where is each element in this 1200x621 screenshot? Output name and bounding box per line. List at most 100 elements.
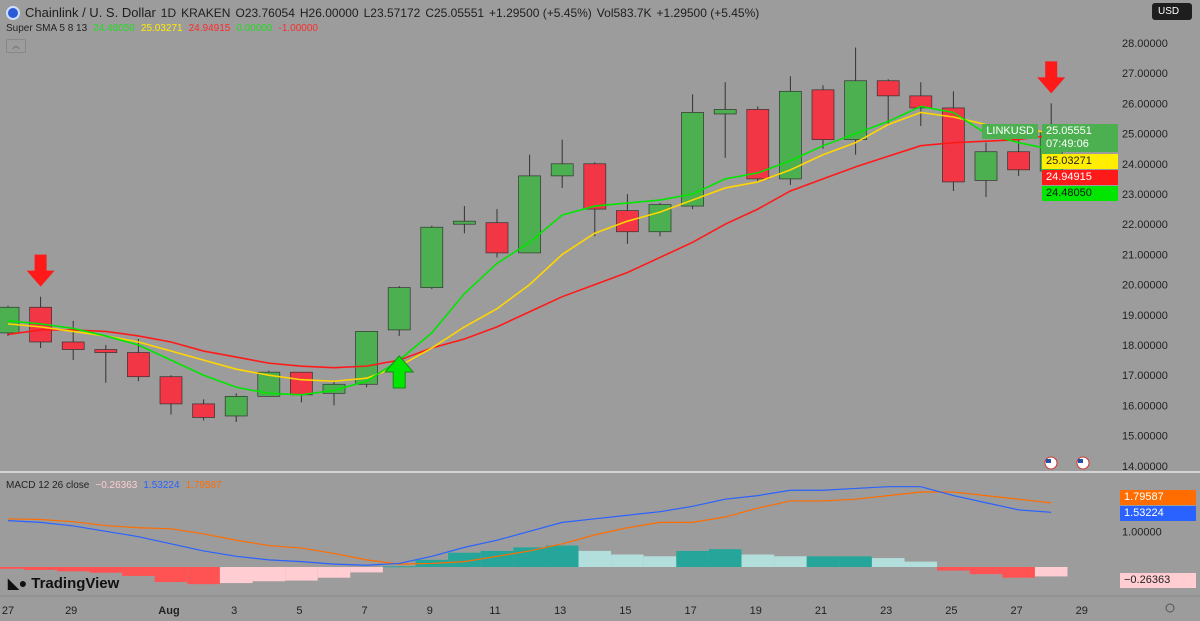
sma13-line	[7, 134, 1052, 369]
candle-body	[224, 395, 248, 417]
candle-body	[518, 175, 541, 254]
bar-countdown: 07:49:06	[1046, 138, 1089, 150]
symbol-name[interactable]: Chainlink / U. S. Dollar	[25, 5, 156, 20]
price-tick: 28.00000	[1122, 38, 1168, 50]
macd-histogram-bar	[904, 561, 938, 567]
price-tick: 15.00000	[1122, 431, 1168, 443]
candle	[224, 393, 248, 423]
us-flag-icon	[1076, 456, 1090, 470]
collapse-legend-button[interactable]: ︿	[6, 39, 26, 53]
date-tick: 7	[362, 605, 368, 617]
candle	[713, 82, 737, 158]
candle	[322, 381, 346, 406]
settings-gear-icon[interactable]	[1165, 603, 1175, 613]
sma5-tag: 24.48050	[1042, 186, 1118, 201]
candle-body	[94, 349, 118, 353]
candle-body	[355, 331, 378, 385]
sell-arrow-icon	[26, 254, 55, 287]
sma-legend[interactable]: Super SMA 5 8 13 24.48050 25.03271 24.94…	[6, 23, 318, 34]
macd-histogram-bar	[317, 567, 351, 578]
last-price-tag: 25.05551 07:49:06	[1042, 124, 1118, 152]
macd-histogram-bar	[154, 567, 188, 582]
date-tick: 15	[619, 605, 631, 617]
macd-legend[interactable]: MACD 12 26 close −0.26363 1.53224 1.7958…	[6, 480, 222, 491]
macd-tag: 1.53224	[1120, 506, 1196, 521]
candle-body	[485, 222, 509, 254]
candle-body	[713, 109, 737, 115]
macd-histogram-bar	[545, 545, 579, 567]
date-tick: 5	[296, 605, 302, 617]
price-tick: 22.00000	[1122, 219, 1168, 231]
tradingview-logo[interactable]: ◣● TradingView	[8, 575, 119, 592]
price-tick: 19.00000	[1122, 310, 1168, 322]
macd-histogram-bar	[382, 566, 416, 568]
macd-histogram-bar	[1002, 567, 1035, 578]
macd-histogram-bar	[806, 556, 840, 567]
candle	[94, 345, 118, 383]
candle-body	[159, 376, 183, 405]
symbol-tag: LINKUSD	[982, 124, 1038, 139]
candle-body	[974, 151, 998, 181]
candle	[550, 139, 574, 188]
macd-histogram-bar	[676, 550, 709, 567]
candle	[648, 203, 672, 237]
candle	[746, 106, 770, 182]
candle	[1007, 139, 1030, 176]
date-tick: 9	[427, 605, 433, 617]
candle	[909, 82, 933, 127]
macd-histogram-bar	[219, 567, 253, 584]
price-tick: 14.00000	[1122, 461, 1168, 473]
candle	[779, 76, 802, 185]
macd-histogram-bar	[187, 567, 220, 585]
candle	[876, 79, 900, 125]
macd-histogram-bar	[578, 550, 612, 567]
macd-histogram-bar	[643, 556, 677, 567]
candle-body	[453, 220, 476, 225]
signal-tag: 1.79587	[1120, 490, 1196, 505]
candle	[518, 154, 541, 254]
sma-value: 0.00000	[236, 23, 273, 34]
brand-name: TradingView	[31, 575, 120, 592]
price-tick: 23.00000	[1122, 189, 1168, 201]
candle-body	[1007, 151, 1030, 171]
macd-histogram-bar	[0, 567, 25, 569]
macd-histogram-bar	[969, 567, 1003, 575]
macd-histogram-bar	[350, 567, 383, 573]
histogram-tag: −0.26363	[1120, 573, 1196, 588]
candle	[583, 162, 607, 237]
symbol-header: Chainlink / U. S. Dollar 1D KRAKEN O23.7…	[6, 5, 759, 20]
macd-histogram-bar	[252, 567, 286, 582]
flag-canton	[1078, 459, 1083, 463]
sma13-tag: 24.94915	[1042, 170, 1118, 185]
exchange: KRAKEN	[181, 5, 231, 20]
macd-histogram-bar	[871, 558, 905, 567]
candle	[485, 209, 509, 258]
macd-histogram-bar	[89, 567, 123, 573]
price-tick: 25.00000	[1122, 129, 1168, 141]
currency-button[interactable]: USD	[1152, 3, 1192, 20]
sma-name: Super SMA 5 8 13	[6, 23, 88, 34]
date-tick: 17	[684, 605, 696, 617]
interval[interactable]: 1D	[160, 5, 177, 20]
macd-value: 1.53224	[143, 480, 180, 491]
close-value: C25.05551	[425, 5, 485, 20]
macd-signal-line	[7, 491, 1052, 565]
candle-body	[550, 163, 574, 177]
macd-histogram-bar	[937, 567, 970, 571]
candle	[811, 85, 835, 149]
macd-histogram-bar	[513, 547, 546, 567]
price-tick: 27.00000	[1122, 68, 1168, 80]
candle-body	[681, 112, 704, 207]
sell-arrow-icon	[1037, 61, 1066, 94]
price-tick: 20.00000	[1122, 280, 1168, 292]
sma-value: 24.94915	[188, 23, 231, 34]
low-value: L23.57172	[363, 5, 421, 20]
candle	[453, 206, 476, 234]
price-tick: 17.00000	[1122, 370, 1168, 382]
date-tick: 13	[554, 605, 566, 617]
candle-body	[322, 383, 346, 394]
macd-name: MACD 12 26 close	[6, 480, 90, 491]
candle-body	[127, 352, 150, 378]
candle-body	[779, 90, 802, 180]
